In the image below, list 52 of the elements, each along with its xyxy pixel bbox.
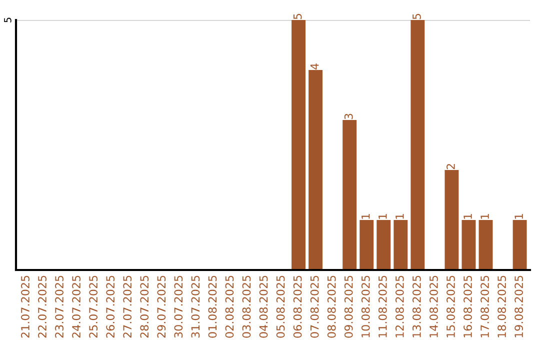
bar <box>512 220 527 270</box>
x-tick-label: 29.07.2025 <box>157 276 166 338</box>
x-tick-label: 12.08.2025 <box>395 276 404 338</box>
bar <box>478 220 493 270</box>
bar <box>308 70 323 270</box>
x-tick-label: 21.07.2025 <box>21 276 30 338</box>
x-tick-label: 25.07.2025 <box>89 276 98 338</box>
data-label: 4 <box>310 64 319 70</box>
x-tick-label: 01.08.2025 <box>208 276 217 338</box>
data-label: 1 <box>480 214 489 219</box>
x-tick-label: 04.08.2025 <box>259 276 268 338</box>
x-tick-label: 05.08.2025 <box>276 276 285 338</box>
bar <box>394 220 408 270</box>
x-tick-label: 17.08.2025 <box>480 276 489 338</box>
bar <box>410 20 425 270</box>
x-tick-label: 19.08.2025 <box>514 276 524 338</box>
x-tick-label: 31.07.2025 <box>191 276 200 338</box>
bar <box>360 220 374 270</box>
x-tick-label: 23.07.2025 <box>55 276 64 338</box>
x-tick-label: 26.07.2025 <box>106 276 115 338</box>
x-tick-label: 09.08.2025 <box>344 276 353 338</box>
data-label: 5 <box>293 14 302 20</box>
data-label: 2 <box>446 164 455 170</box>
x-tick-label: 14.08.2025 <box>430 276 438 338</box>
data-label: 1 <box>464 214 472 219</box>
x-tick-label: 13.08.2025 <box>412 276 421 338</box>
x-tick-label: 24.07.2025 <box>72 276 80 338</box>
data-label: 1 <box>514 214 523 219</box>
data-label: 1 <box>396 214 404 219</box>
data-label: 3 <box>344 114 353 120</box>
x-tick-label: 15.08.2025 <box>446 276 455 338</box>
x-tick-label: 16.08.2025 <box>464 276 472 338</box>
x-tick-label: 22.07.2025 <box>38 276 46 338</box>
x-tick-label: 02.08.2025 <box>225 276 234 338</box>
bar <box>292 20 306 270</box>
x-tick-label: 03.08.2025 <box>242 276 251 338</box>
x-tick-label: 07.08.2025 <box>310 276 319 338</box>
bar <box>342 120 357 270</box>
x-tick-label: 27.07.2025 <box>123 276 132 338</box>
x-tick-label: 06.08.2025 <box>293 276 302 338</box>
data-label: 1 <box>362 214 370 219</box>
bar <box>376 220 391 270</box>
x-tick-label: 18.08.2025 <box>498 276 506 338</box>
data-label: 1 <box>378 214 387 219</box>
x-tick-label: 11.08.2025 <box>378 276 387 338</box>
x-tick-label: 10.08.2025 <box>361 276 370 338</box>
x-tick-label: 28.07.2025 <box>140 276 149 338</box>
x-tick-label: 30.07.2025 <box>174 276 183 338</box>
bar <box>462 220 476 270</box>
data-label: 5 <box>412 14 421 20</box>
x-tick-label: 08.08.2025 <box>327 276 336 338</box>
bar <box>444 170 459 270</box>
